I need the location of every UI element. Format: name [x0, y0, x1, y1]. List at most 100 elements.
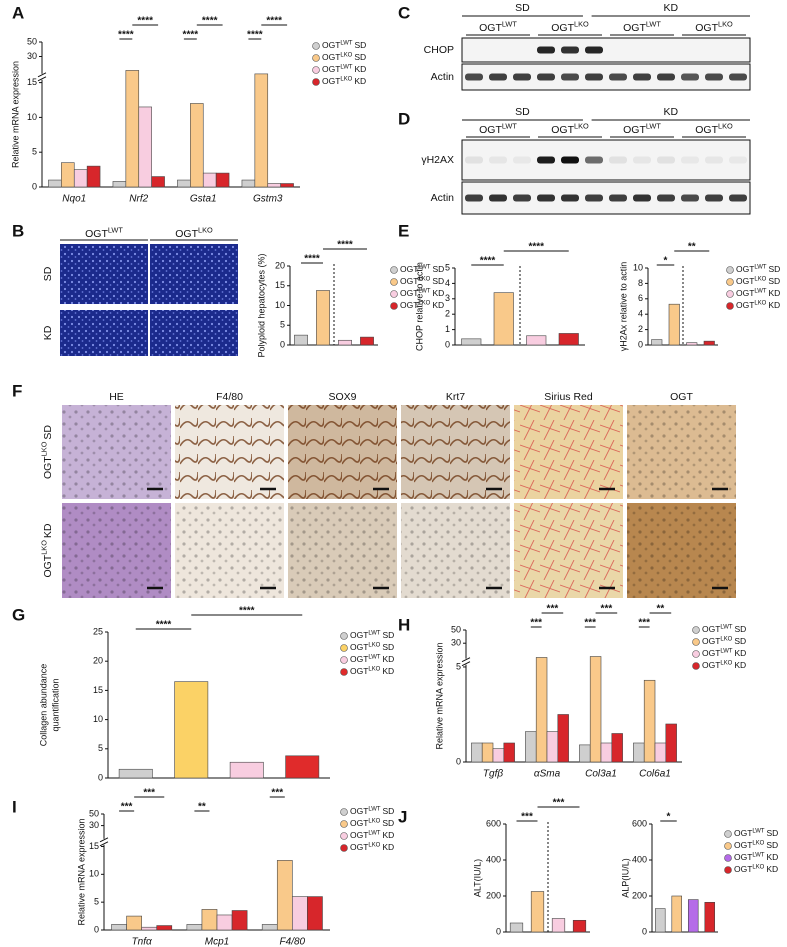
y-tick-label: 10: [93, 714, 103, 724]
legend-entry-name: OGT: [400, 288, 418, 298]
axis-break: [99, 837, 109, 843]
y-tick-label: 4: [445, 278, 450, 288]
panel-letter: H: [398, 615, 410, 634]
micrograph-texture: [288, 405, 397, 499]
band: [729, 156, 747, 164]
micrograph-texture: [627, 503, 736, 598]
panel-letter: A: [12, 3, 24, 22]
bar: [231, 910, 248, 931]
legend-swatch: [726, 278, 734, 286]
genotype-label: OGTLWT: [479, 121, 517, 135]
legend-swatch: [726, 266, 734, 274]
panel-letter: G: [12, 605, 25, 624]
significance-label: ***: [638, 618, 650, 629]
bar: [338, 339, 352, 346]
legend-entry: OGTLKO SD: [350, 642, 394, 652]
x-tick-label: Tgfβ: [483, 769, 503, 780]
significance-label: **: [198, 802, 206, 813]
legend-entry: OGTLKO SD: [736, 276, 780, 286]
significance-label: ****: [337, 240, 353, 251]
y-tick-label: 5: [32, 147, 37, 157]
row-label: SD: [42, 266, 54, 281]
bar: [703, 340, 715, 346]
band: [489, 194, 507, 202]
significance-label: ***: [530, 618, 542, 629]
bar: [241, 179, 256, 188]
micrograph-texture: [514, 405, 623, 499]
row-label: KD: [42, 325, 54, 340]
legend-entry-sup: LKO: [368, 818, 380, 824]
legend-entry-name: OGT: [734, 840, 752, 850]
legend-entry-group: SD: [383, 806, 395, 816]
y-axis-label: γH2Ax relative to actin: [618, 262, 628, 352]
band: [729, 73, 747, 81]
legend-entry-name: OGT: [322, 76, 340, 86]
bar: [668, 303, 680, 346]
legend-swatch: [340, 668, 348, 676]
x-tick-label: Gsta1: [190, 194, 217, 205]
x-tick-label: Nrf2: [129, 194, 148, 205]
legend-swatch: [724, 854, 732, 862]
bar: [267, 183, 281, 188]
legend-entry-group: SD: [734, 636, 746, 646]
genotype-label-name: OGT: [623, 124, 646, 136]
y-axis-label: ALP(IU/L): [620, 858, 630, 898]
y-tick-label: 0: [94, 924, 99, 934]
bar: [141, 926, 158, 931]
row-label-group: SD: [42, 425, 54, 440]
band: [585, 194, 603, 202]
diet-label: KD: [664, 106, 679, 118]
genotype-label-sup: LWT: [646, 121, 661, 130]
legend-entry-group: KD: [768, 300, 780, 310]
legend-entry: OGTLWT KD: [736, 288, 780, 298]
legend-entry-sup: LWT: [368, 830, 380, 836]
legend-swatch: [340, 832, 348, 840]
axis-break: [461, 657, 471, 663]
bar: [177, 179, 191, 188]
bar: [174, 681, 209, 779]
legend-swatch: [390, 302, 398, 310]
legend-entry-group: SD: [768, 276, 780, 286]
panel-letter: C: [398, 3, 410, 22]
column-label: OGTLWT: [85, 225, 123, 239]
y-axis-label: Polyploid hepatocytes (%): [256, 253, 266, 357]
band: [633, 194, 651, 202]
x-tick-label: Gstm3: [253, 194, 283, 205]
y-tick-label: 5: [98, 743, 103, 753]
micrograph-texture: [62, 405, 171, 499]
legend-entry: OGTLKO KD: [400, 300, 444, 310]
y-axis-label: CHOP relative to actin: [414, 262, 424, 351]
legend-entry-sup: LKO: [754, 300, 766, 306]
y-tick-label: 50: [27, 36, 37, 46]
legend-entry-sup: LWT: [368, 806, 380, 812]
band: [537, 46, 555, 54]
genotype-label: OGTLKO: [551, 121, 589, 135]
significance-label: ***: [601, 604, 613, 615]
legend-entry: OGTLWT SD: [400, 264, 444, 274]
band: [561, 73, 579, 81]
blot-row-label: Actin: [431, 71, 455, 83]
x-tick-label: Tnfα: [132, 937, 152, 947]
genotype-label-sup: LKO: [718, 19, 733, 28]
legend-entry: OGTLWT SD: [736, 264, 780, 274]
band: [465, 156, 483, 164]
column-label-sup: LKO: [198, 225, 213, 234]
legend-entry-group: KD: [767, 852, 779, 862]
significance-label: **: [657, 604, 665, 615]
bar: [589, 656, 602, 763]
legend-swatch: [692, 662, 700, 670]
legend-entry-group: KD: [382, 666, 394, 676]
legend-entry-group: KD: [433, 288, 445, 298]
y-tick-label: 0: [456, 756, 461, 766]
y-tick-label: 5: [445, 262, 450, 272]
genotype-label-name: OGT: [479, 124, 502, 136]
column-label: HE: [109, 391, 124, 403]
legend-entry-name: OGT: [736, 288, 754, 298]
genotype-label-name: OGT: [551, 124, 574, 136]
x-tick-label: αSma: [534, 769, 561, 780]
legend-entry-name: OGT: [702, 636, 720, 646]
x-tick-label: Nqo1: [62, 194, 86, 205]
legend-entry-group: SD: [766, 840, 778, 850]
y-axis-label: Relative mRNA expression: [76, 818, 86, 925]
legend-entry-group: KD: [354, 76, 366, 86]
